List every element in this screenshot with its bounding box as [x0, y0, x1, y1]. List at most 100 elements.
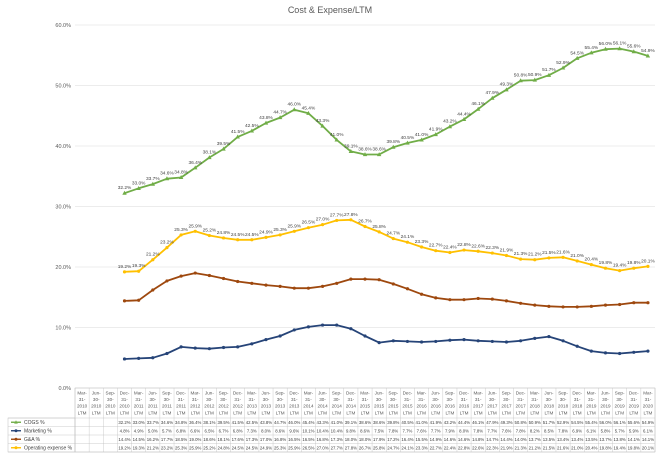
- data-label: 34.6%: [160, 171, 174, 177]
- table-cell-value: 8.2%: [530, 428, 540, 433]
- table-cell-value: 36.4%: [189, 420, 201, 425]
- data-point: [136, 185, 141, 190]
- data-point: [221, 146, 226, 151]
- data-point: [292, 229, 296, 233]
- data-point: [335, 218, 339, 223]
- data-point: [335, 281, 339, 285]
- y-tick-label: 30.0%: [55, 205, 71, 211]
- table-cell-value: 21.3%: [515, 445, 527, 450]
- table-cell-value: 22.6%: [472, 445, 484, 450]
- data-point: [165, 351, 169, 356]
- data-label: 39.1%: [344, 143, 358, 149]
- x-tick-label: 2018: [530, 404, 541, 409]
- x-tick-label: 31-: [418, 397, 425, 402]
- x-tick-label: Mar-: [304, 391, 314, 396]
- data-label: 56.0%: [599, 41, 613, 47]
- x-tick-label: LTM: [587, 410, 596, 415]
- data-point: [179, 274, 183, 278]
- x-tick-label: 2016: [431, 404, 442, 409]
- data-point: [363, 334, 367, 338]
- data-label: 38.1%: [203, 149, 217, 155]
- table-cell-value: 41.0%: [415, 420, 427, 425]
- data-point: [575, 259, 579, 263]
- table-cell-value: 17.0%: [260, 437, 272, 442]
- table-cell-value: 6.1%: [643, 428, 653, 433]
- data-label: 34.8%: [174, 169, 188, 175]
- x-tick-label: Jun-: [205, 391, 214, 396]
- data-label: 50.8%: [514, 73, 528, 79]
- table-cell-value: 49.3%: [500, 420, 512, 425]
- legend-entry: G&A %: [24, 437, 41, 443]
- data-point: [447, 124, 453, 129]
- table-cell-value: 34.8%: [175, 420, 187, 425]
- table-cell-value: 17.6%: [232, 437, 244, 442]
- x-tick-label: 30-: [333, 397, 340, 402]
- x-tick-label: 2014: [303, 404, 314, 409]
- x-tick-label: 31-: [121, 397, 128, 402]
- x-tick-label: LTM: [417, 410, 426, 415]
- x-tick-label: Mar-: [417, 391, 427, 396]
- x-tick-label: LTM: [460, 410, 469, 415]
- data-point: [434, 249, 438, 253]
- data-point: [504, 299, 509, 303]
- table-cell-value: 39.1%: [345, 420, 357, 425]
- table-cell-value: 20.1%: [642, 445, 654, 450]
- table-cell-value: 54.9%: [642, 420, 654, 425]
- x-tick-label: LTM: [290, 410, 299, 415]
- x-tick-label: Mar-: [134, 391, 144, 396]
- table-cell-value: 22.7%: [430, 445, 442, 450]
- data-point: [561, 305, 565, 309]
- table-cell-value: 10.4%: [316, 428, 328, 433]
- data-point: [377, 341, 381, 345]
- x-tick-label: 30-: [447, 397, 454, 402]
- data-point: [645, 53, 651, 58]
- data-point: [560, 65, 566, 70]
- table-cell-value: 10.1%: [302, 428, 314, 433]
- x-tick-label: 2020: [643, 404, 654, 409]
- x-tick-label: 2011: [148, 404, 158, 409]
- x-tick-label: 31-: [135, 397, 142, 402]
- data-point: [165, 279, 169, 283]
- data-point: [547, 256, 551, 260]
- data-point: [221, 236, 226, 240]
- data-point: [391, 236, 395, 241]
- x-tick-label: Dec-: [289, 391, 299, 396]
- x-tick-label: LTM: [601, 410, 610, 415]
- table-cell-value: 13.4%: [557, 437, 569, 442]
- x-tick-label: 30-: [319, 397, 326, 402]
- data-point: [448, 338, 452, 342]
- data-label: 56.1%: [613, 41, 627, 47]
- data-label: 21.6%: [556, 249, 570, 255]
- table-cell-value: 6.7%: [219, 428, 229, 433]
- table-cell-value: 20.4%: [585, 445, 597, 450]
- x-tick-label: Sep-: [502, 391, 512, 396]
- x-tick-label: 30-: [560, 397, 567, 402]
- data-label: 40.5%: [401, 135, 415, 141]
- data-label: 46.1%: [471, 101, 485, 107]
- table-cell-value: 13.5%: [585, 437, 597, 442]
- table-cell-value: 5.7%: [162, 428, 172, 433]
- data-point: [547, 334, 551, 339]
- data-point: [476, 296, 480, 301]
- data-label: 21.9%: [500, 248, 514, 254]
- x-tick-label: 30-: [503, 397, 510, 402]
- data-point: [348, 149, 354, 154]
- table-cell-value: 6.8%: [176, 428, 186, 433]
- data-label: 44.4%: [457, 111, 471, 117]
- data-label: 24.9%: [259, 229, 273, 235]
- table-cell-value: 14.5%: [133, 437, 145, 442]
- data-point: [632, 350, 636, 354]
- data-point: [193, 346, 197, 350]
- data-point: [476, 249, 480, 253]
- table-cell-value: 39.8%: [387, 420, 399, 425]
- data-point: [363, 277, 367, 281]
- data-point: [646, 264, 650, 268]
- table-cell-value: 41.9%: [430, 420, 442, 425]
- data-label: 23.3%: [415, 239, 429, 245]
- data-label: 27.7%: [330, 212, 344, 218]
- data-point: [490, 251, 494, 255]
- data-point: [533, 303, 537, 307]
- table-cell-value: 18.6%: [203, 437, 215, 442]
- data-label: 25.2%: [203, 228, 217, 234]
- data-label: 22.6%: [471, 243, 485, 249]
